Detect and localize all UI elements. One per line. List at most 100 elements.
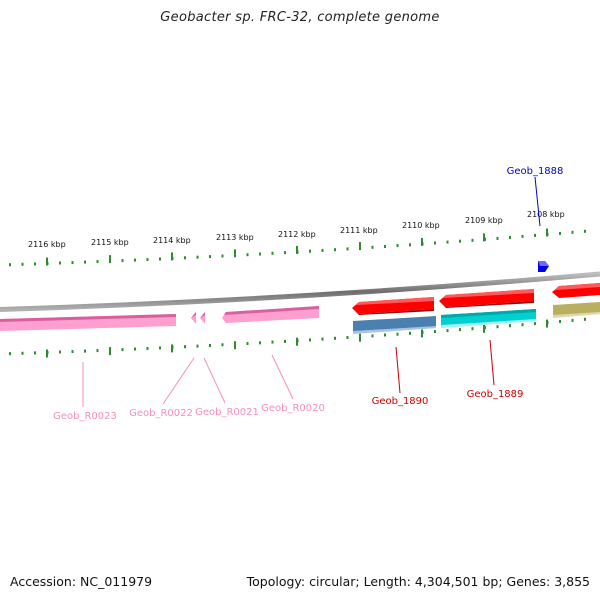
gene-geob-r0020-edge — [222, 306, 319, 318]
scale-bottom-minor-tick — [584, 317, 586, 321]
scale-track-bottom — [9, 317, 586, 358]
scale-bottom-minor-tick — [371, 334, 374, 338]
scale-bottom-minor-tick — [196, 344, 199, 348]
scale-track-top — [9, 228, 586, 267]
scale-top-major-tick — [359, 242, 361, 251]
scale-top-minor-tick — [409, 243, 411, 247]
scale-bottom-minor-tick — [71, 350, 74, 354]
scale-bottom-minor-tick — [134, 347, 136, 351]
scale-bottom-minor-tick — [396, 332, 399, 336]
tick-label-2114: 2114 kbp — [153, 236, 191, 245]
scale-bottom-major-tick — [171, 344, 173, 353]
scale-top-minor-tick — [446, 240, 449, 244]
scale-top-minor-tick — [434, 241, 436, 245]
scale-bottom-major-tick — [109, 347, 111, 356]
gene-label-geob-r0020[interactable]: Geob_R0020 — [261, 403, 325, 414]
forward-strand-genes — [352, 261, 600, 315]
gene-blue-shadow — [353, 326, 436, 334]
scale-top-minor-tick — [221, 254, 224, 258]
gene-label-geob-r0023[interactable]: Geob_R0023 — [53, 411, 117, 422]
gene-geob-1889-highlight — [439, 289, 534, 301]
scale-top-minor-tick — [334, 248, 336, 252]
gene-geob-r0023-edge — [0, 314, 176, 322]
tick-label-2116: 2116 kbp — [28, 240, 66, 249]
scale-bottom-minor-tick — [496, 325, 499, 329]
scale-bottom-minor-tick — [334, 336, 336, 340]
gene-cyan-shadow — [441, 319, 536, 328]
leader-geob-1889 — [489, 339, 495, 386]
scale-top-minor-tick — [121, 259, 124, 263]
scale-bottom-minor-tick — [521, 323, 524, 327]
scale-top-minor-tick — [59, 261, 61, 265]
accession-label: Accession: NC_011979 — [10, 574, 153, 589]
scale-top-minor-tick — [246, 253, 249, 257]
tick-label-2108: 2108 kbp — [527, 210, 565, 219]
scale-top-minor-tick — [184, 256, 186, 260]
tick-label-2112: 2112 kbp — [278, 230, 316, 239]
scale-bottom-minor-tick — [459, 328, 461, 332]
scale-bottom-minor-tick — [559, 320, 561, 323]
scale-top-minor-tick — [559, 231, 561, 235]
scale-top-minor-tick — [371, 245, 374, 249]
scale-bottom-minor-tick — [571, 318, 574, 322]
scale-top-minor-tick — [496, 236, 499, 240]
scale-top-major-tick — [171, 252, 173, 261]
scale-bottom-major-tick — [483, 324, 485, 333]
scale-bottom-major-tick — [296, 337, 298, 346]
scale-top-minor-tick — [146, 258, 149, 261]
gene-cyan-edge — [441, 309, 536, 318]
gene-label-geob-1890[interactable]: Geob_1890 — [372, 396, 429, 407]
scale-top-minor-tick — [534, 233, 536, 237]
scale-top-minor-tick — [584, 229, 586, 233]
scale-top-major-tick — [421, 237, 423, 246]
gene-labels: Geob_R0023 Geob_R0022 Geob_R0021 Geob_R0… — [53, 166, 563, 422]
reverse-strand-genes — [0, 302, 600, 334]
scale-top-major-tick — [109, 255, 111, 264]
scale-bottom-minor-tick — [21, 351, 24, 355]
scale-top-major-tick — [296, 245, 298, 254]
leader-geob-1890 — [395, 346, 401, 394]
scale-bottom-minor-tick — [409, 331, 411, 335]
tick-label-2109: 2109 kbp — [465, 216, 503, 225]
tick-label-2113: 2113 kbp — [216, 233, 254, 242]
gene-olive-shadow — [553, 312, 600, 318]
scale-top-minor-tick — [71, 261, 74, 265]
scale-bottom-major-tick — [359, 333, 361, 342]
scale-top-minor-tick — [321, 248, 324, 252]
gene-label-geob-r0021[interactable]: Geob_R0021 — [195, 407, 259, 418]
gene-label-geob-r0022[interactable]: Geob_R0022 — [129, 408, 193, 419]
leader-geob-1888 — [534, 176, 541, 227]
scale-bottom-minor-tick — [534, 322, 536, 326]
leader-geob-r0022 — [162, 357, 195, 405]
scale-top-minor-tick — [9, 263, 11, 267]
scale-top-minor-tick — [134, 258, 136, 262]
scale-top-minor-tick — [96, 260, 99, 264]
scale-bottom-minor-tick — [346, 336, 349, 339]
scale-bottom-minor-tick — [121, 348, 124, 352]
scale-bottom-minor-tick — [59, 350, 61, 354]
scale-top-minor-tick — [259, 252, 261, 256]
scale-bottom-minor-tick — [284, 339, 286, 343]
gene-leader-lines — [82, 176, 541, 407]
scale-top-minor-tick — [209, 255, 211, 259]
scale-bottom-minor-tick — [209, 344, 211, 347]
scale-bottom-minor-tick — [321, 337, 324, 341]
scale-bottom-minor-tick — [446, 329, 449, 333]
gene-geob-1890-highlight — [352, 297, 434, 308]
scale-top-minor-tick — [521, 234, 524, 238]
leader-geob-r0021 — [203, 357, 226, 404]
scale-top-minor-tick — [271, 251, 274, 255]
gene-label-geob-1888[interactable]: Geob_1888 — [507, 166, 564, 177]
scale-bottom-minor-tick — [146, 347, 149, 350]
gene-geob-1889-shadow — [439, 301, 534, 308]
scale-top-minor-tick — [34, 262, 36, 266]
scale-bottom-minor-tick — [384, 333, 386, 337]
scale-bottom-major-tick — [234, 341, 236, 350]
scale-bottom-major-tick — [546, 319, 548, 328]
scale-top-minor-tick — [396, 244, 399, 248]
gene-label-geob-1889[interactable]: Geob_1889 — [467, 389, 524, 400]
scale-bottom-minor-tick — [96, 349, 99, 353]
genome-summary: Topology: circular; Length: 4,304,501 bp… — [246, 574, 590, 589]
gene-geob-1890-shadow — [352, 308, 434, 315]
